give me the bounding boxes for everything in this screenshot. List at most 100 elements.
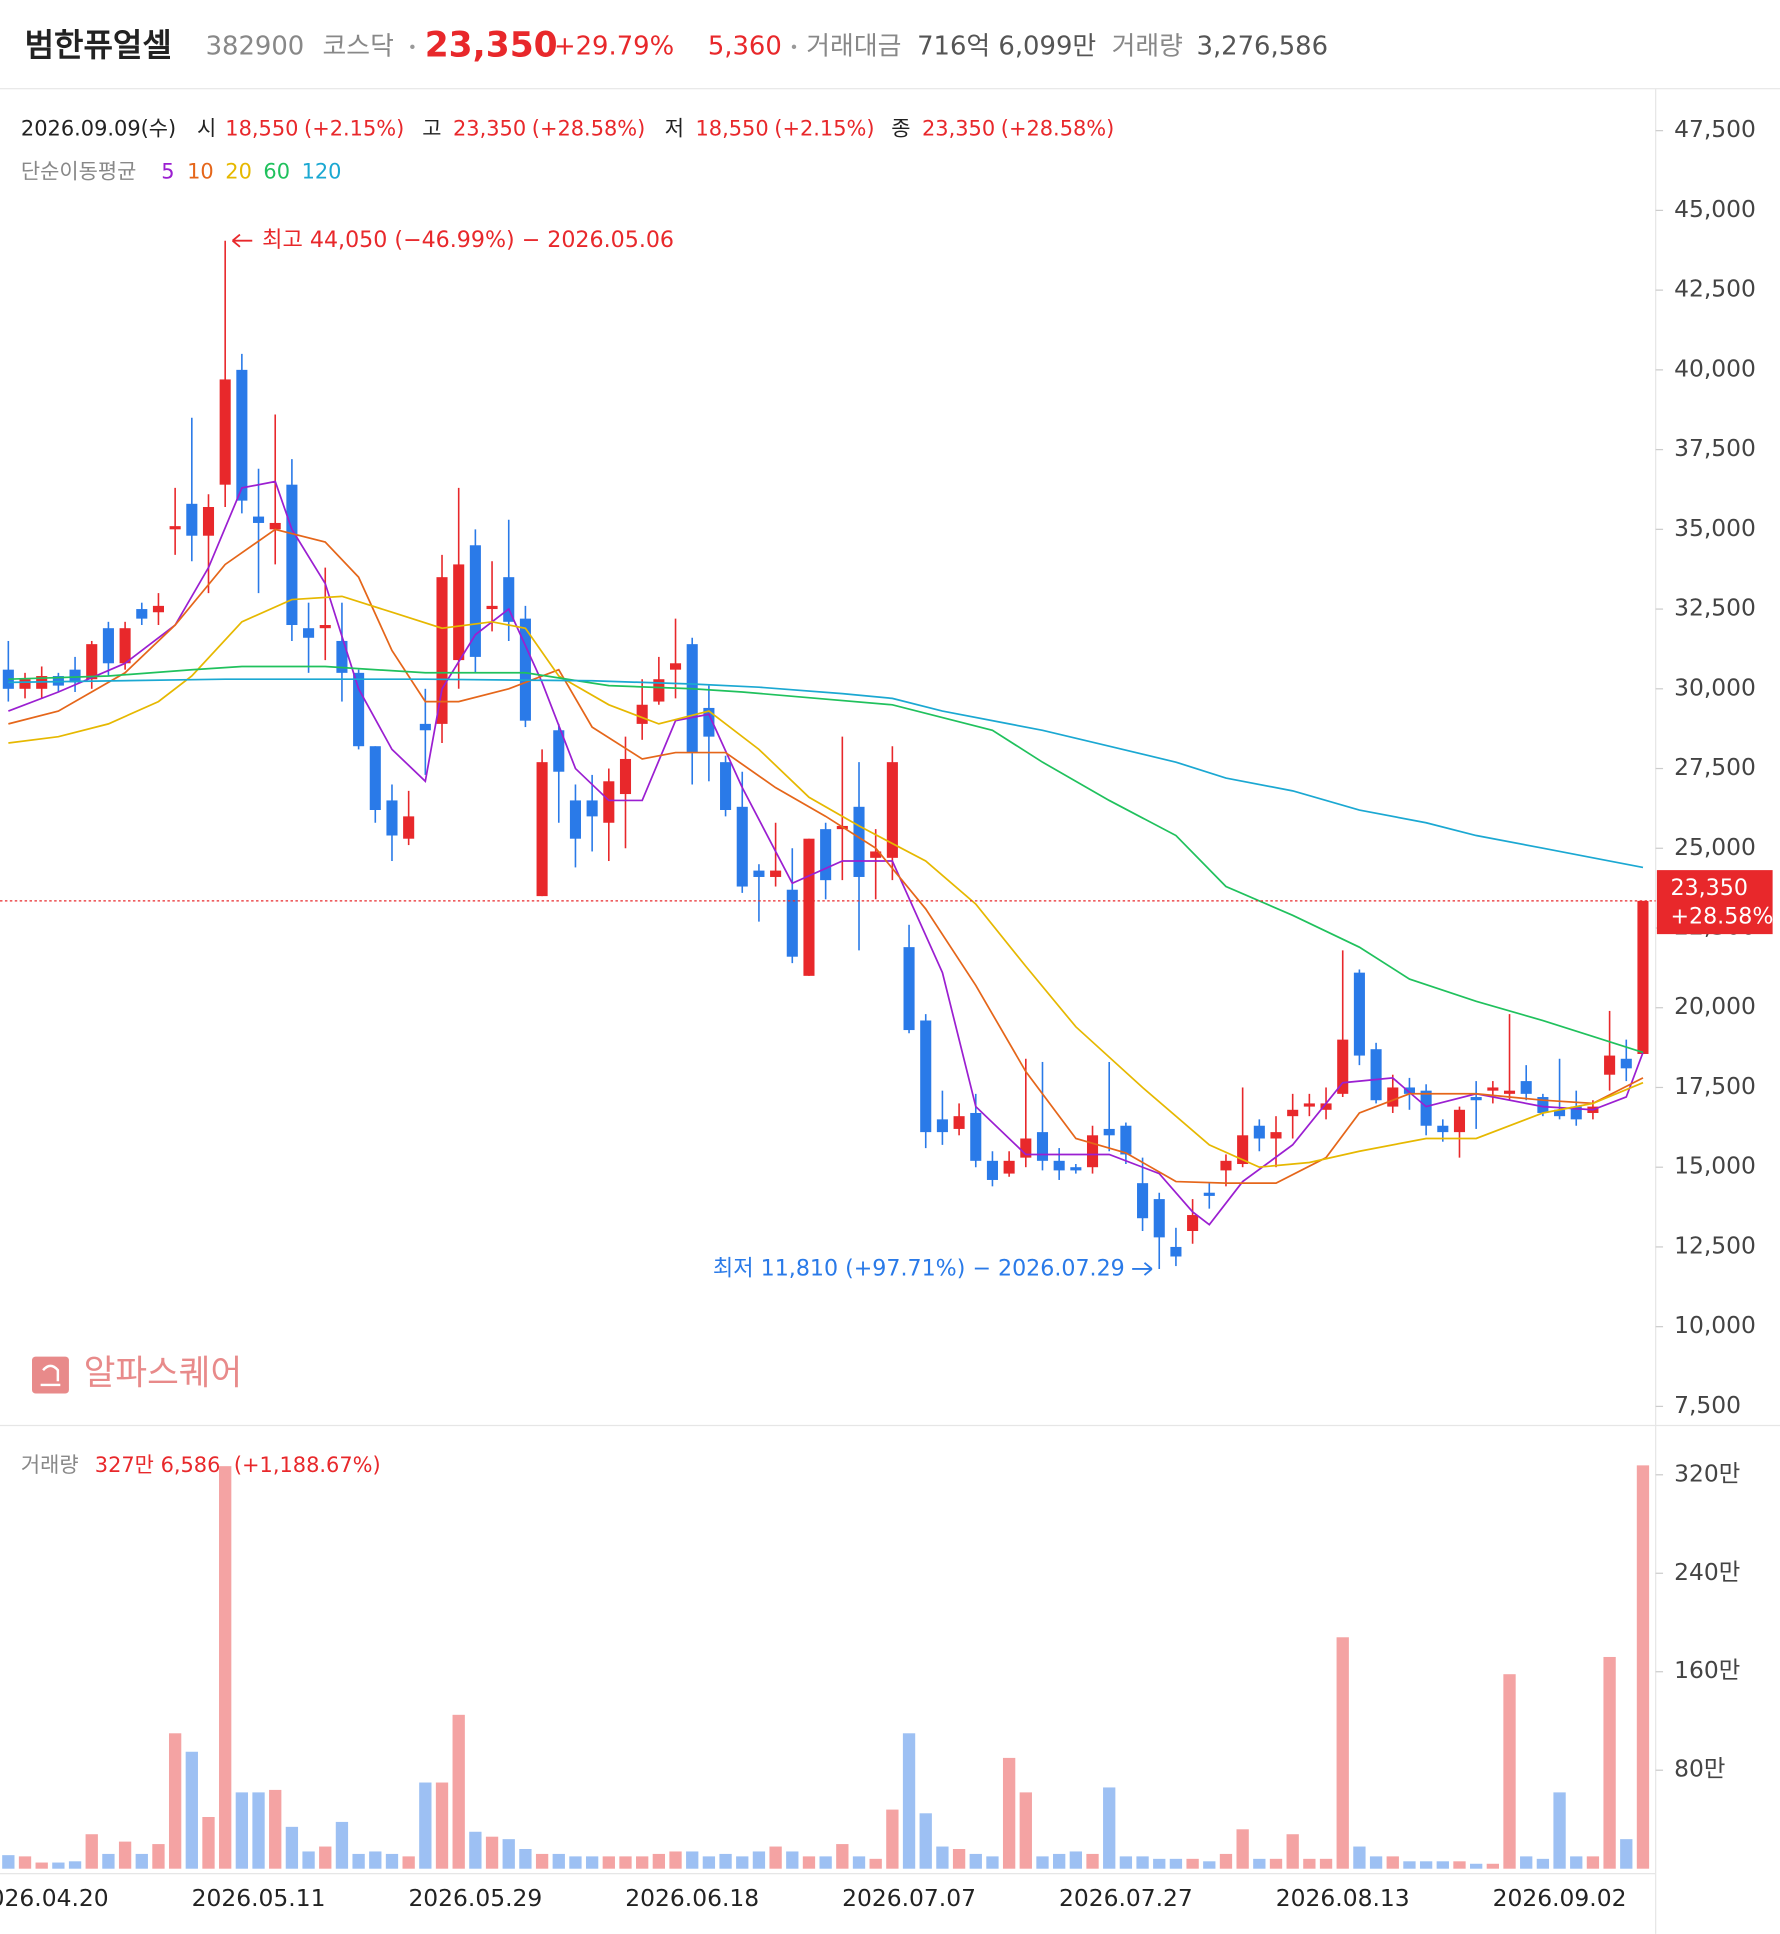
candle-body — [1337, 1039, 1349, 1094]
candle-body — [2, 669, 14, 689]
volume-bar — [902, 1733, 916, 1869]
candle-body — [152, 605, 164, 613]
volume-bar — [636, 1856, 649, 1869]
y-tick-label: 32,500 — [1674, 594, 1756, 622]
x-tick-label: 2026.05.11 — [192, 1884, 326, 1912]
volume-bar — [269, 1789, 282, 1869]
info-rate: (+2.15%) — [774, 116, 874, 140]
volume-bar — [1536, 1858, 1550, 1869]
volume-bar — [18, 1856, 32, 1869]
watermark-glyph — [40, 1364, 61, 1387]
volume-bar — [1319, 1858, 1333, 1869]
volume-bar — [569, 1856, 582, 1869]
watermark-icon — [32, 1356, 69, 1394]
volume-bar — [35, 1862, 48, 1869]
volume-bar — [552, 1853, 565, 1869]
volume-bar — [1403, 1861, 1416, 1869]
volume-bar — [619, 1856, 632, 1869]
candle-body — [886, 762, 898, 858]
candle-body — [202, 507, 215, 536]
y-tick-label: 160만 — [1674, 1656, 1740, 1684]
info-price: 23,350 — [922, 116, 995, 140]
volume-bar — [1103, 1787, 1116, 1869]
candle-body — [503, 577, 515, 622]
volume-bar — [2, 1855, 15, 1869]
volume-bar — [1203, 1861, 1216, 1869]
candle-body — [569, 800, 581, 839]
market: 코스닥 — [323, 31, 394, 61]
volume-bar — [168, 1733, 182, 1869]
candle-body — [920, 1020, 932, 1133]
amount-label: 거래대금 — [806, 31, 901, 61]
info-rate: (+28.58%) — [532, 116, 646, 140]
volume-bar — [1603, 1656, 1616, 1869]
stock-code: 382900 — [206, 31, 305, 61]
volume-bar — [1169, 1858, 1183, 1869]
volume-bar — [319, 1846, 332, 1869]
x-tick-label: 2026.08.13 — [1276, 1884, 1410, 1912]
candle-body — [1403, 1087, 1415, 1094]
volume-bar — [736, 1856, 749, 1869]
y-tick-label: 17,500 — [1674, 1072, 1756, 1100]
candle-body — [1036, 1132, 1049, 1161]
candle-body — [1520, 1081, 1532, 1094]
low-note: 최저 11,810 (+97.71%) − 2026.07.29 — [713, 1255, 1125, 1281]
info-label: 종 — [891, 116, 910, 140]
candle-body — [219, 379, 231, 485]
candle-body — [353, 672, 365, 747]
candle-body — [1470, 1097, 1482, 1101]
candle-body — [820, 829, 832, 881]
y-tick-label: 15,000 — [1674, 1152, 1756, 1180]
ma-legend: 60 — [263, 159, 290, 183]
y-tick-label: 7,500 — [1674, 1391, 1741, 1419]
candle-body — [403, 816, 415, 839]
candle-body — [1270, 1132, 1282, 1139]
volume-bar — [686, 1851, 699, 1869]
volume-bar — [469, 1831, 482, 1869]
candle-body — [419, 723, 431, 731]
candle-body — [286, 484, 298, 626]
x-tick-label: 2026.07.07 — [842, 1884, 976, 1912]
candle-body — [319, 625, 331, 629]
info-rate: (+2.15%) — [304, 116, 404, 140]
candle-body — [519, 618, 531, 721]
volume-bar — [385, 1853, 399, 1869]
volume-bar — [485, 1836, 499, 1869]
candle-body — [636, 704, 648, 724]
candle-body — [803, 838, 815, 976]
candle-body — [386, 800, 398, 836]
volume-bar — [152, 1844, 165, 1869]
candle-body — [853, 806, 865, 877]
volume-bar — [1636, 1465, 1650, 1869]
volume-change: (+1,188.67%) — [234, 1453, 381, 1477]
volume-bar — [1503, 1674, 1516, 1869]
price: 23,350 — [425, 25, 558, 65]
stock-name: 범한퓨얼셀 — [25, 26, 172, 64]
volume-title: 거래량 — [21, 1453, 79, 1477]
volume-bar — [585, 1856, 599, 1869]
y-tick-label: 35,000 — [1674, 514, 1756, 542]
volume-bar — [1386, 1856, 1399, 1869]
volume-bar — [952, 1848, 966, 1869]
candle-body — [619, 758, 632, 795]
candle-body — [1253, 1125, 1265, 1139]
moving-average — [8, 595, 1644, 1169]
moving-average — [8, 665, 1644, 1054]
candle-body — [119, 628, 131, 664]
volume-bar — [1186, 1858, 1199, 1869]
candle-body — [1420, 1090, 1432, 1126]
x-tick-label: 2026.09.02 — [1493, 1884, 1627, 1912]
x-tick-label: 2026.07.27 — [1059, 1884, 1193, 1912]
candle-body — [252, 516, 265, 523]
candle-body — [603, 781, 615, 823]
candle-body — [936, 1119, 948, 1133]
volume-bar — [886, 1809, 899, 1869]
volume-bar — [402, 1856, 415, 1869]
volume-bar — [819, 1856, 832, 1869]
candle-body — [1203, 1192, 1215, 1196]
volume-bar — [1570, 1856, 1583, 1869]
candle-body — [1370, 1049, 1382, 1101]
candle-body — [19, 679, 31, 689]
x-tick-label: 2026.05.29 — [408, 1884, 542, 1912]
volume-bar — [419, 1782, 432, 1869]
